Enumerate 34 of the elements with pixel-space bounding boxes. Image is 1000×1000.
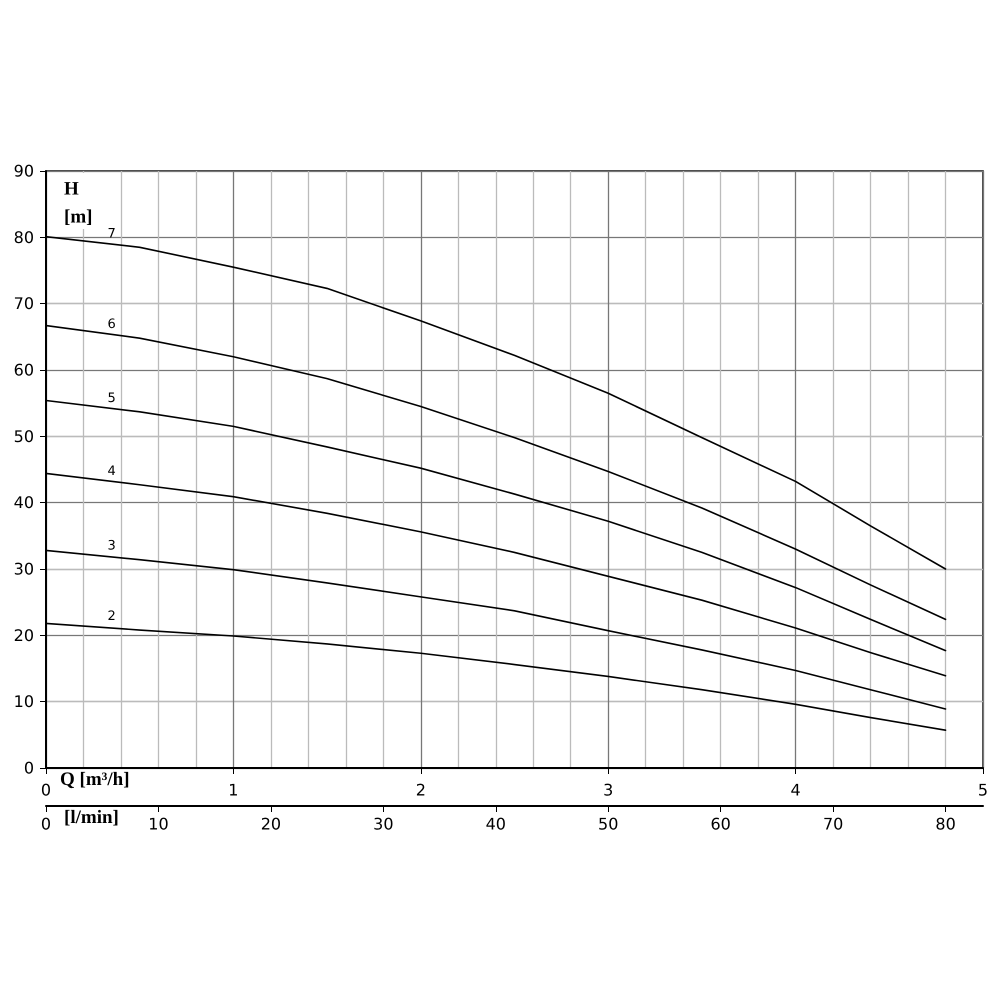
series-label: 6 — [108, 317, 116, 332]
y-tick-label: 10 — [14, 692, 34, 712]
x2-tick-label: 70 — [822, 814, 844, 834]
series-label: 7 — [108, 226, 116, 242]
y-tick-label: 50 — [14, 426, 34, 446]
x-tick-label: 3 — [603, 780, 614, 800]
y-tick-label: 40 — [14, 493, 34, 512]
x2-axis-title: [l/min] — [64, 807, 119, 828]
x2-tick-label: 40 — [486, 814, 506, 834]
x2-tick-label: 80 — [935, 814, 956, 834]
x2-tick-label: 0 — [40, 814, 52, 834]
x-tick-label: 1 — [228, 780, 238, 800]
y-tick-label: 90 — [14, 162, 34, 180]
x-tick-label: 5 — [978, 780, 988, 800]
series-label: 2 — [108, 609, 116, 624]
x2-tick-label: 10 — [148, 814, 169, 834]
x-axis-title: Q [m³/h] — [60, 769, 130, 790]
x-tick-label: 2 — [416, 780, 426, 800]
series-label: 3 — [108, 538, 116, 554]
y-tick-label: 80 — [14, 228, 34, 247]
y-tick-label: 20 — [14, 626, 34, 645]
y-tick-label: 70 — [14, 294, 34, 314]
x-tick-label: 4 — [790, 780, 801, 800]
series-label: 5 — [108, 390, 116, 406]
x2-tick-label: 20 — [260, 814, 282, 834]
y-tick-label: 30 — [14, 560, 34, 578]
x2-tick-label: 60 — [710, 814, 731, 834]
x2-tick-label: 30 — [373, 814, 394, 834]
y-tick-label: 60 — [14, 360, 34, 380]
y-tick-label: 0 — [24, 758, 34, 778]
x2-tick-label: 50 — [598, 814, 618, 834]
y-axis-title: H [m] — [64, 178, 92, 228]
x-tick-label: 0 — [40, 780, 52, 800]
series-label: 4 — [108, 464, 116, 479]
